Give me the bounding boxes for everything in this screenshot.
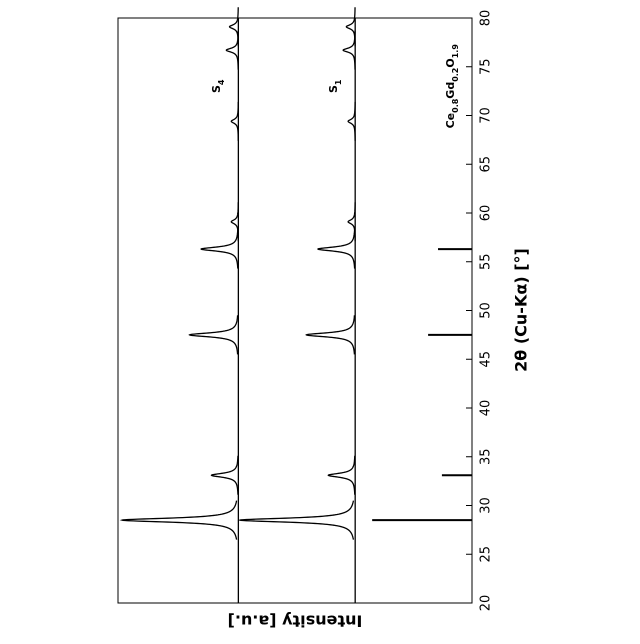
label-part: O — [444, 58, 457, 67]
label-part: 4 — [217, 79, 226, 85]
y-axis-title: Intensity [a.u.] — [228, 612, 363, 631]
peak — [346, 7, 355, 46]
x-tick-label: 45 — [479, 351, 494, 368]
peak — [190, 315, 238, 354]
x-tick-label: 55 — [479, 253, 494, 270]
series-label: S4 — [210, 79, 226, 93]
x-tick-label: 50 — [479, 302, 494, 319]
x-tick-label: 40 — [479, 400, 494, 417]
label-part: 0.8 — [451, 98, 460, 113]
peak — [230, 7, 239, 46]
peak — [318, 230, 355, 269]
series-label: Ce0.8Gd0.2O1.9 — [444, 44, 460, 129]
x-axis-title: 2θ (Cu-Kα) [°] — [512, 248, 531, 372]
x-tick-label: 20 — [479, 595, 494, 612]
peak — [328, 456, 354, 495]
peak — [343, 31, 355, 70]
x-tick-label: 70 — [479, 107, 494, 124]
peak — [306, 315, 354, 354]
peak — [201, 230, 238, 269]
x-tick-label: 75 — [479, 58, 494, 75]
plot-frame — [118, 18, 472, 603]
x-tick-label: 30 — [479, 497, 494, 514]
label-part: 0.2 — [451, 68, 460, 82]
peak — [226, 31, 238, 70]
peak — [122, 501, 236, 540]
label-part: 1.9 — [451, 44, 460, 59]
label-part: Ce — [444, 113, 457, 129]
x-tick-label: 60 — [479, 205, 494, 222]
x-tick-label: 35 — [479, 448, 494, 465]
x-tick-label: 80 — [479, 10, 494, 27]
label-part: 1 — [334, 79, 343, 85]
peak — [240, 501, 353, 540]
chart: 2θ (Cu-Kα) [°] Intensity [a.u.] 20 25 30 35… — [0, 0, 640, 640]
x-tick-label: 25 — [479, 546, 494, 563]
series-label: S1 — [327, 79, 343, 93]
x-tick-label: 65 — [479, 156, 494, 173]
peak — [348, 102, 355, 141]
rotated-plot: 2θ (Cu-Kα) [°] Intensity [a.u.] 20 25 30 35… — [118, 7, 531, 630]
label-part: Gd — [444, 82, 457, 99]
peak — [231, 102, 238, 141]
label-part: S — [210, 85, 223, 93]
label-part: S — [327, 85, 340, 93]
peak — [211, 456, 237, 495]
